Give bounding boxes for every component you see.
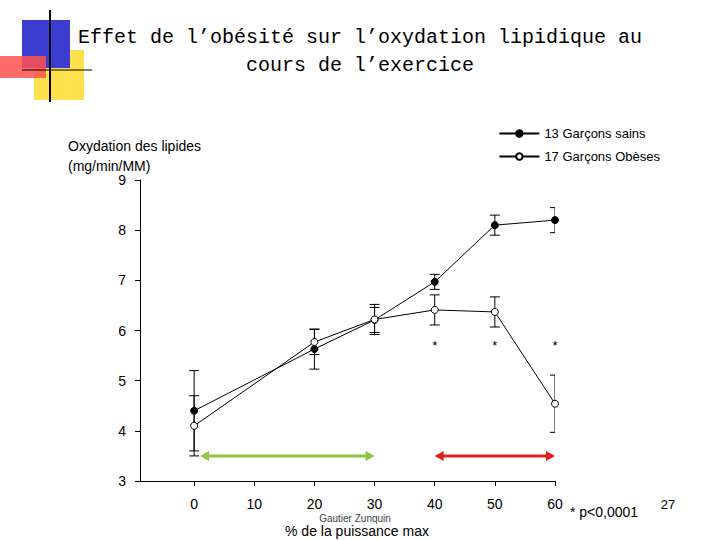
svg-text:Gautier Zunquin: Gautier Zunquin [319,513,391,524]
svg-text:Effet de l’obésité sur l’oxyda: Effet de l’obésité sur l’oxydation lipid… [78,26,642,49]
svg-text:27: 27 [661,497,675,512]
svg-text:*: * [492,338,497,353]
svg-text:*: * [552,338,557,353]
svg-text:*: * [432,338,437,353]
svg-text:50: 50 [487,496,503,512]
svg-text:60: 60 [547,496,563,512]
svg-text:4: 4 [118,423,126,439]
svg-text:* p<0,0001: * p<0,0001 [570,504,638,520]
svg-text:8: 8 [118,222,126,238]
svg-text:3: 3 [118,473,126,489]
svg-text:40: 40 [427,496,443,512]
svg-text:9: 9 [118,172,126,188]
svg-text:5: 5 [118,373,126,389]
svg-text:Oxydation des lipides: Oxydation des lipides [68,138,201,154]
svg-text:0: 0 [190,496,198,512]
svg-text:17 Garçons Obèses: 17 Garçons Obèses [544,149,660,164]
svg-text:6: 6 [118,323,126,339]
svg-text:10: 10 [246,496,262,512]
svg-text:13 Garçons sains: 13 Garçons sains [544,126,646,141]
svg-text:30: 30 [367,496,383,512]
svg-text:cours de l’exercice: cours de l’exercice [246,54,474,77]
svg-text:(mg/min/MM): (mg/min/MM) [68,158,150,174]
svg-text:7: 7 [118,272,126,288]
svg-text:% de la puissance max: % de la puissance max [285,523,429,539]
svg-text:20: 20 [307,496,323,512]
